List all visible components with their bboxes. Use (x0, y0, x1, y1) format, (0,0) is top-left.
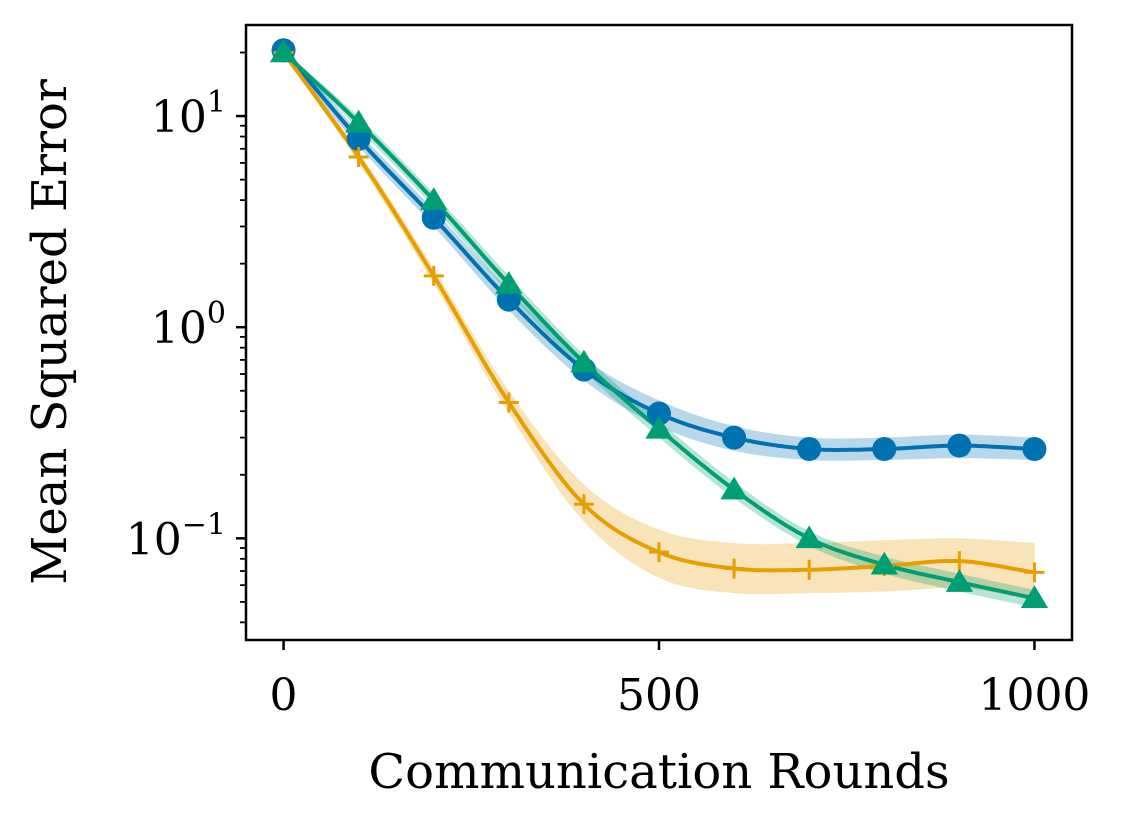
y-tick-label-10: 101 (151, 85, 226, 143)
marker-plus-900 (949, 551, 970, 572)
y-tick-base: 10 (151, 92, 207, 143)
marker-triangle-600 (720, 476, 748, 500)
marker-plus-700 (799, 559, 820, 580)
marker-circle-100 (346, 126, 371, 151)
x-tick-label-1000: 1000 (978, 670, 1090, 721)
marker-plus-1000 (1024, 562, 1045, 583)
marker-triangle-0 (269, 39, 298, 63)
marker-circle-200 (421, 205, 446, 230)
marker-plus-600 (724, 558, 745, 579)
plot-background (246, 25, 1072, 640)
y-axis-label: Mean Squared Error (22, 79, 78, 585)
marker-triangle-500 (645, 415, 673, 439)
y-tick-label-0.1: 10−1 (126, 507, 226, 565)
confidence-bands (283, 45, 1035, 608)
y-tick-exponent: 1 (207, 85, 226, 120)
marker-triangle-700 (795, 525, 823, 549)
x-tick-label-500: 500 (617, 670, 701, 721)
x-axis-ticks: 0 500 1000 (270, 640, 1090, 721)
marker-circle-700 (797, 436, 822, 461)
x-axis-label: Communication Rounds (368, 744, 949, 800)
x-tick-label-0: 0 (270, 670, 298, 721)
marker-plus-300 (498, 392, 519, 413)
marker-triangle-1000 (1020, 585, 1049, 609)
marker-plus-500 (649, 542, 669, 563)
y-tick-base: 10 (151, 303, 207, 354)
marker-plus-400 (573, 494, 594, 515)
marker-circle-800 (872, 436, 897, 461)
marker-plus-100 (348, 146, 369, 167)
marker-triangle-400 (570, 349, 598, 373)
marker-circle-900 (947, 433, 972, 458)
marker-triangle-900 (945, 569, 974, 592)
marker-circle-500 (647, 401, 671, 426)
y-tick-base: 10 (126, 514, 182, 565)
marker-triangle-200 (420, 187, 448, 210)
y-tick-exponent: −1 (182, 507, 226, 542)
band-plus (283, 50, 1035, 599)
marker-triangle-800 (870, 551, 898, 575)
marker-circle-1000 (1022, 436, 1047, 461)
y-tick-label-1: 100 (151, 296, 226, 354)
y-tick-exponent: 0 (207, 296, 226, 331)
marker-triangle-300 (495, 271, 523, 294)
marker-triangle-100 (344, 109, 373, 133)
marker-circle-600 (722, 425, 747, 450)
series-markers (269, 38, 1049, 609)
marker-plus-200 (423, 265, 444, 286)
